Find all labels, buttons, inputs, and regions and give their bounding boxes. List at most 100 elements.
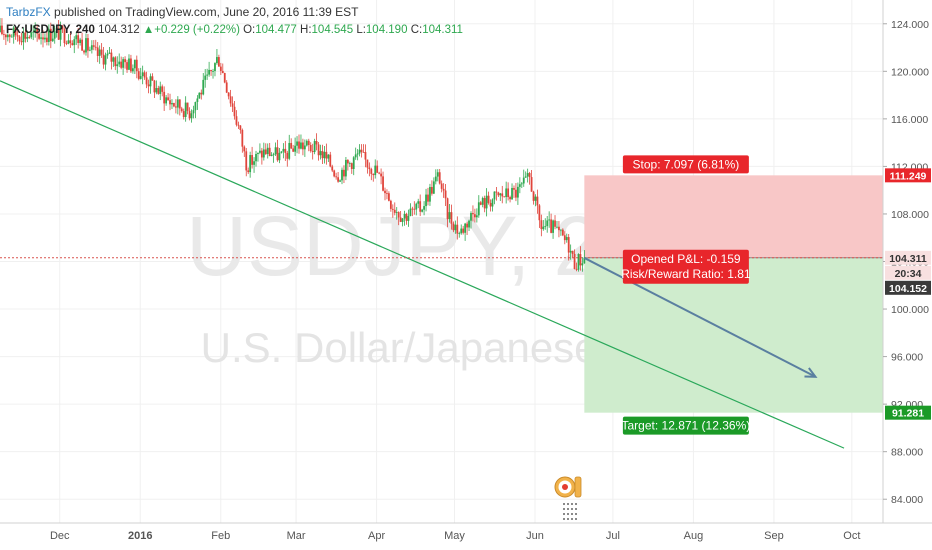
high-label: H:	[300, 24, 312, 36]
candle-body	[569, 250, 572, 253]
candle-body	[237, 124, 240, 126]
target-label-bg	[622, 416, 749, 435]
candle-body	[473, 214, 476, 218]
candle-body	[57, 28, 60, 40]
candle-body	[118, 61, 121, 65]
candle-body	[112, 57, 115, 62]
candle-body	[116, 64, 119, 67]
candle-body	[38, 33, 40, 39]
price-axis-labels: 111.249 104.311 20:34 104.152 91.281	[885, 168, 931, 420]
event-stack-icon	[574, 476, 582, 498]
candle-body	[259, 150, 261, 153]
candle-body	[337, 177, 339, 182]
candle-body	[10, 36, 13, 38]
candle-body	[309, 144, 312, 152]
candle-body	[528, 173, 531, 178]
symbol-label[interactable]: FX:USDJPY, 240	[6, 24, 95, 36]
candle-body	[69, 40, 72, 44]
candle-body	[454, 224, 457, 231]
candle-body	[417, 201, 420, 204]
candle-body	[423, 206, 425, 210]
trendline[interactable]	[0, 80, 845, 449]
candle-body	[221, 70, 224, 73]
candle-body	[77, 35, 80, 43]
candle-body	[559, 229, 562, 231]
candle-body	[79, 39, 82, 43]
arrow-head	[804, 367, 818, 378]
candle-body	[44, 37, 46, 40]
candle-body	[284, 148, 287, 153]
candle-body	[509, 197, 511, 200]
candle-body	[427, 194, 429, 202]
pnl-text: Opened P&L: -0.159	[631, 252, 741, 266]
candle-body	[425, 194, 427, 207]
time-tick-label: Feb	[211, 530, 230, 542]
candle-body	[6, 34, 9, 38]
candle-body	[298, 141, 300, 149]
candle-body	[137, 71, 140, 79]
candle-body	[520, 183, 523, 185]
candle-body	[151, 76, 154, 81]
candle-body	[190, 113, 193, 119]
price-box	[885, 280, 931, 295]
time-tick-label: Mar	[287, 530, 306, 542]
candle-body	[223, 72, 226, 83]
candle-body	[485, 195, 488, 209]
candle-body	[110, 52, 113, 62]
close-label: C:	[410, 24, 423, 36]
low-value: 104.190	[365, 24, 408, 36]
candle-body	[411, 208, 414, 210]
candle-body	[163, 91, 166, 104]
candle-body	[98, 49, 101, 56]
candle-body	[241, 129, 244, 147]
candle-body	[438, 172, 441, 184]
author-link[interactable]: TarbzFX	[6, 5, 51, 19]
candle-body	[407, 215, 410, 221]
candle-body	[100, 49, 103, 55]
candle-body	[59, 25, 62, 40]
time-tick-label: Oct	[843, 530, 860, 542]
candle-body	[526, 173, 529, 177]
candle-body	[479, 202, 482, 205]
high-value: 104.545	[311, 24, 354, 36]
stop-zone[interactable]	[584, 175, 883, 258]
candle-body	[550, 219, 553, 233]
candle-body	[403, 213, 406, 219]
candle-body	[63, 29, 66, 44]
candle-body	[565, 237, 568, 241]
candle-body	[231, 103, 234, 107]
low-label: L:	[356, 24, 366, 36]
candle-body	[128, 58, 130, 70]
candle-body	[155, 88, 158, 93]
candle-body	[217, 57, 220, 67]
candle-body	[323, 151, 326, 159]
candle-body	[483, 198, 486, 209]
candle-body	[579, 254, 582, 266]
candle-body	[194, 102, 197, 111]
candle-body	[51, 38, 54, 42]
candle-body	[300, 142, 302, 149]
candle-body	[456, 224, 459, 234]
ohlc-line: FX:USDJPY, 240 104.312 ▲+0.229 (+0.22%) …	[6, 22, 463, 38]
candle-body	[331, 166, 334, 171]
candle-body	[3, 34, 5, 35]
projection-arrow[interactable]	[583, 257, 818, 378]
price-tick-label: 124.000	[891, 19, 929, 31]
time-axis[interactable]: Dec 2016 Feb Mar Apr May Jun Jul Aug Sep Oct	[50, 530, 860, 542]
candle-body	[182, 111, 185, 118]
target-label: Target: 12.871 (12.36%)	[622, 416, 750, 435]
candle-body	[87, 38, 89, 51]
candle-body	[290, 142, 293, 149]
candle-body	[419, 201, 422, 212]
candle-body	[307, 140, 310, 145]
candle-body	[46, 37, 48, 43]
candle-body	[18, 36, 21, 42]
candle-body	[495, 191, 498, 193]
candle-body	[171, 103, 173, 105]
economic-event-icon[interactable]	[554, 476, 582, 520]
candle-body	[319, 151, 322, 156]
candle-body	[358, 149, 361, 154]
candle-body	[180, 108, 183, 112]
candle-body	[24, 32, 27, 39]
